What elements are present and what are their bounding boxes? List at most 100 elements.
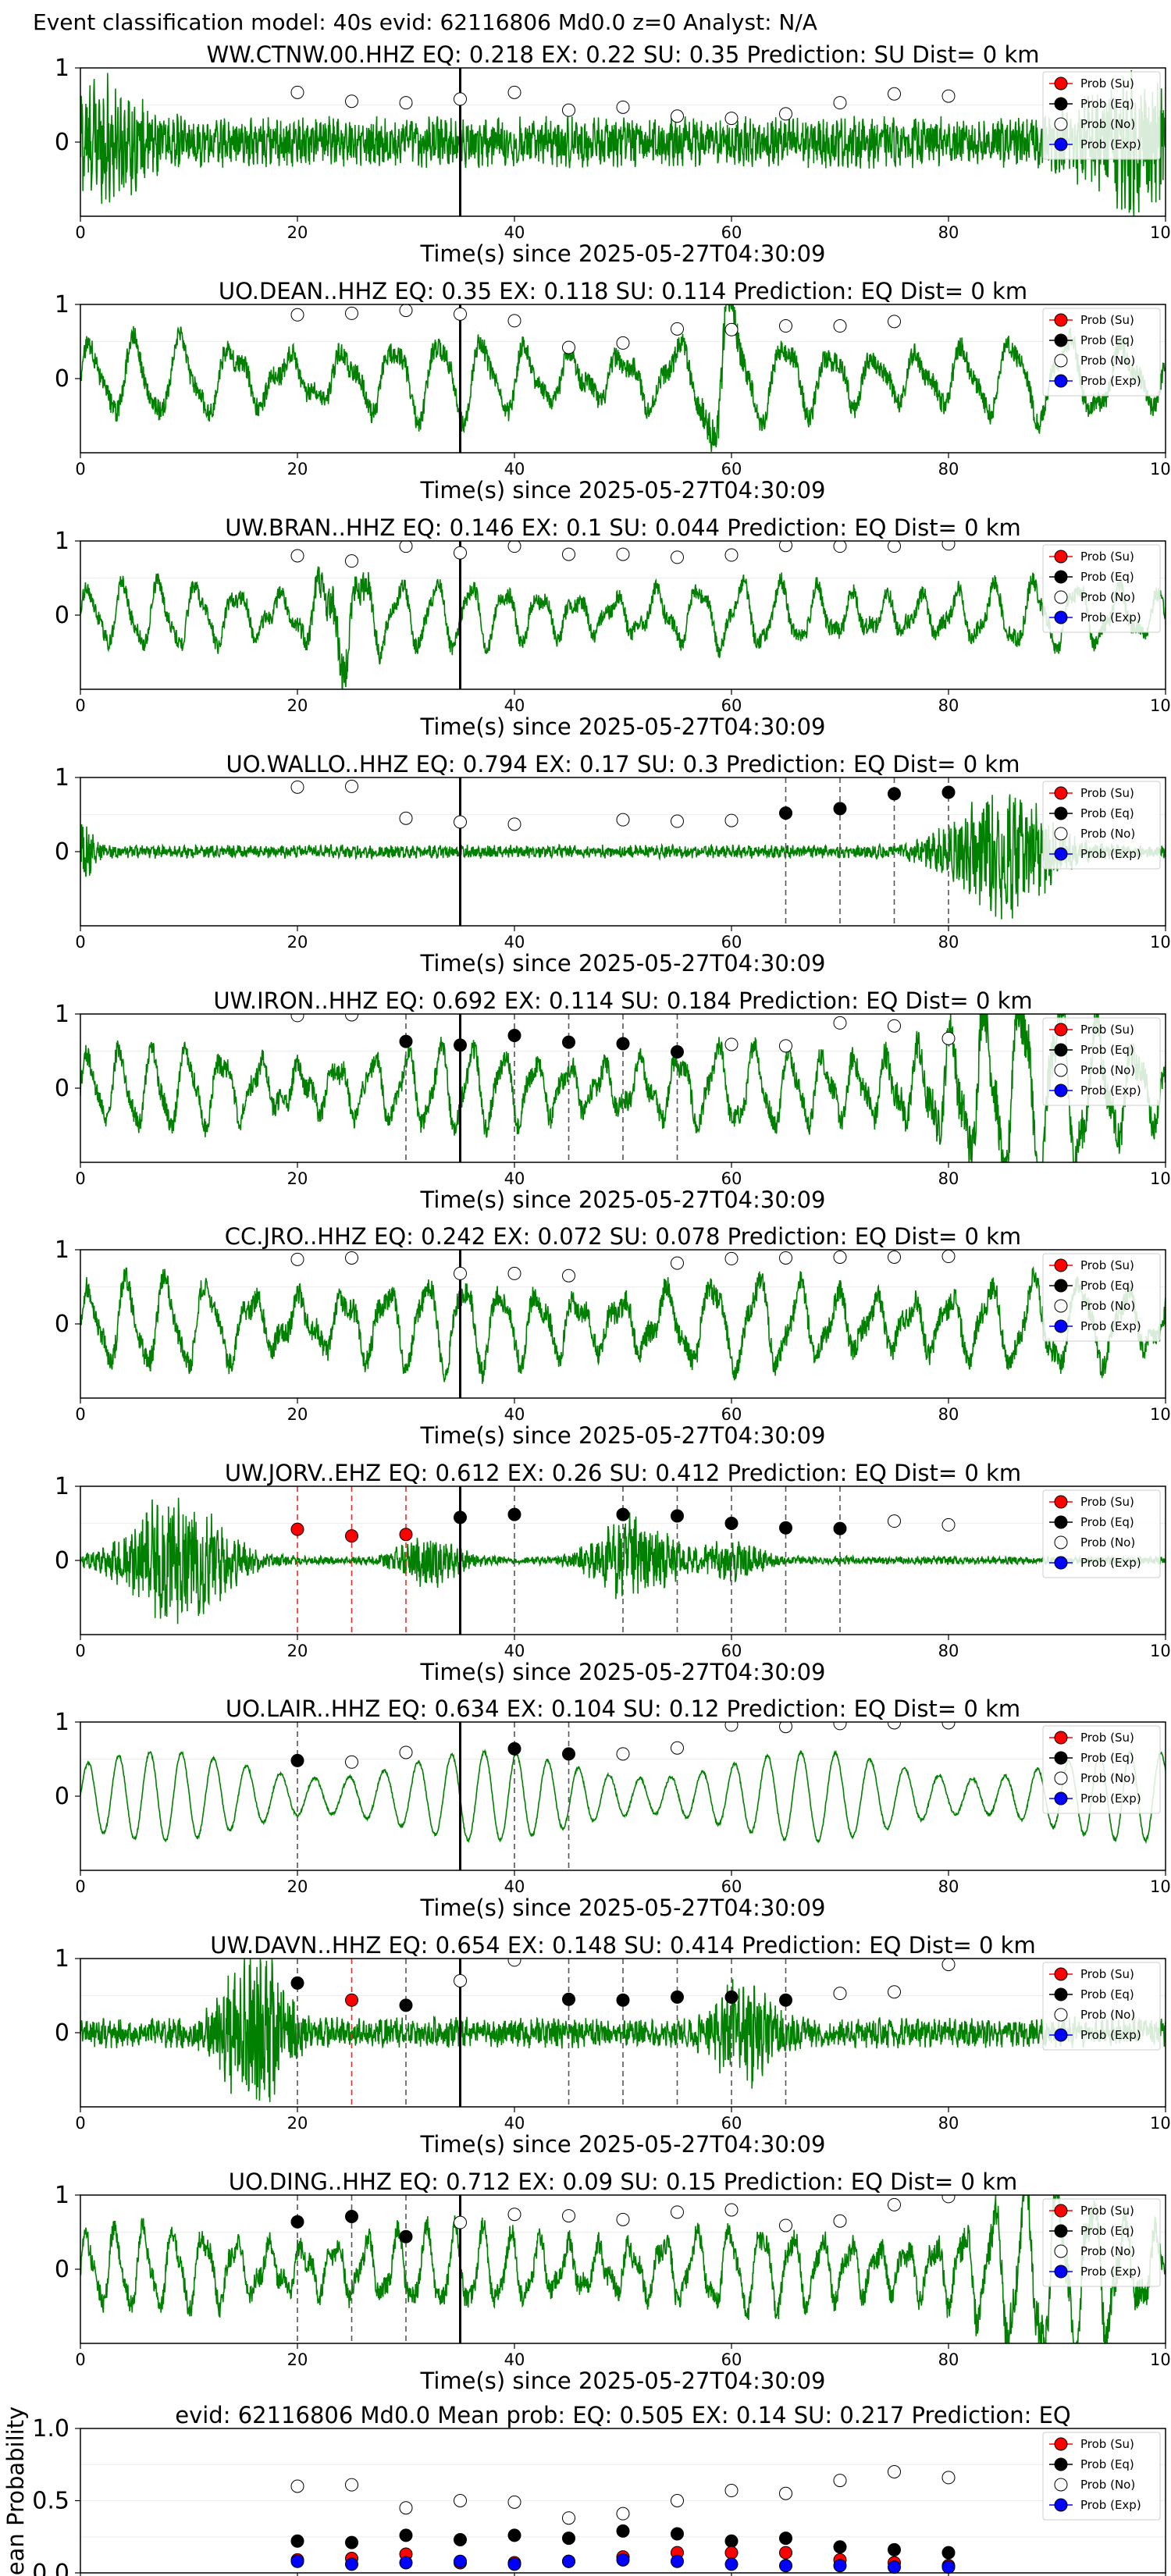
mean-prob-marker	[941, 2471, 956, 2485]
x-tick-label: 100	[1150, 460, 1171, 479]
x-axis-label: Time(s) since 2025-05-27T04:30:09	[420, 1422, 826, 1449]
x-tick-label: 60	[721, 460, 742, 479]
x-tick-label: 60	[721, 696, 742, 715]
prob-eq-marker	[345, 2210, 358, 2224]
prob-no-marker	[454, 815, 467, 829]
prob-no-marker	[399, 1745, 413, 1759]
x-tick-label: 0	[75, 223, 85, 242]
legend-marker	[1054, 313, 1068, 327]
station-panel-uw-iron--hhz: UW.IRON..HHZ EQ: 0.692 EX: 0.114 SU: 0.1…	[55, 987, 1171, 1213]
prob-no-marker	[399, 541, 413, 553]
prob-no-marker	[888, 1985, 901, 1999]
mean-prob-marker	[290, 2554, 304, 2568]
axes-frame	[80, 1958, 1166, 2108]
prob-no-marker	[941, 1517, 956, 1532]
x-tick-label: 80	[938, 1405, 959, 1424]
y-tick-label: 0	[55, 1311, 69, 1338]
legend-label: Prob (Exp)	[1080, 1083, 1141, 1098]
axes-frame	[80, 304, 1166, 454]
mean-prob-marker	[454, 2554, 467, 2568]
x-tick-label: 40	[504, 223, 525, 242]
axes-frame	[80, 2428, 1166, 2574]
legend-label: Prob (Su)	[1080, 1258, 1134, 1272]
prob-eq-marker	[507, 1029, 521, 1043]
station-panel-uw-jorv--ehz: UW.JORV..EHZ EQ: 0.612 EX: 0.26 SU: 0.41…	[55, 1460, 1171, 1685]
prob-eq-marker	[290, 1976, 304, 1990]
prob-no-marker	[616, 547, 630, 561]
mean-prob-marker	[616, 2553, 630, 2567]
y-axis-label: Mean Probability	[2, 2407, 29, 2576]
plot-area	[80, 1722, 1166, 1870]
prob-su-marker	[399, 1528, 413, 1542]
prob-eq-marker	[562, 1747, 575, 1761]
x-tick-label: 60	[721, 223, 742, 242]
legend-box	[1042, 1962, 1161, 2051]
prob-eq-marker	[399, 1034, 413, 1048]
x-tick-label: 80	[938, 933, 959, 952]
plot-area	[80, 777, 1166, 926]
prob-no-marker	[833, 319, 847, 333]
legend-marker	[1054, 1319, 1068, 1333]
prob-no-marker	[941, 1959, 956, 1972]
prob-eq-marker	[779, 806, 792, 820]
prob-eq-marker	[616, 1507, 630, 1521]
prob-no-marker	[616, 813, 630, 827]
mean-prob-marker	[941, 2546, 956, 2560]
legend-label: Prob (No)	[1080, 590, 1135, 604]
plot-area	[80, 2195, 1166, 2343]
mean-prob-marker	[833, 2559, 847, 2573]
legend-marker	[1054, 1771, 1068, 1785]
legend-marker	[1054, 2224, 1068, 2238]
legend-label: Prob (Su)	[1080, 1495, 1134, 1509]
mean-prob-marker	[345, 2535, 358, 2549]
legend-marker	[1054, 590, 1068, 604]
legend-marker	[1054, 354, 1068, 368]
legend-label: Prob (Exp)	[1080, 2028, 1141, 2042]
panel-title: UO.DING..HHZ EQ: 0.712 EX: 0.09 SU: 0.15…	[229, 2169, 1018, 2195]
legend-marker	[1054, 806, 1068, 820]
legend-marker	[1054, 1987, 1068, 2001]
legend-marker	[1054, 1258, 1068, 1272]
x-axis-label: Time(s) since 2025-05-27T04:30:09	[420, 1187, 826, 1213]
x-tick-label: 60	[721, 933, 742, 952]
prob-no-marker	[888, 315, 901, 329]
x-tick-label: 60	[721, 2114, 742, 2133]
prob-eq-marker	[779, 1521, 792, 1535]
legend-label: Prob (Eq)	[1080, 97, 1134, 111]
x-tick-label: 100	[1150, 2114, 1171, 2133]
prob-no-marker	[671, 814, 684, 828]
y-tick-label: 1	[55, 291, 69, 318]
legend-label: Prob (Exp)	[1080, 1319, 1141, 1333]
mean-prob-marker	[290, 2534, 304, 2548]
prob-eq-marker	[671, 1044, 684, 1059]
y-tick-label: 0	[55, 2019, 69, 2047]
prob-eq-marker	[833, 1521, 847, 1535]
panel-title: UO.LAIR..HHZ EQ: 0.634 EX: 0.104 SU: 0.1…	[226, 1695, 1020, 1722]
legend-box	[1042, 544, 1161, 633]
prob-no-marker	[833, 1722, 847, 1731]
mean-prob-marker	[399, 2501, 413, 2515]
y-tick-label: 0	[55, 1075, 69, 1102]
x-tick-label: 20	[287, 223, 308, 242]
prob-no-marker	[941, 1250, 956, 1264]
prob-no-marker	[779, 107, 792, 121]
mean-prob-marker	[724, 2546, 739, 2560]
x-axis-label: Time(s) since 2025-05-27T04:30:09	[420, 477, 826, 503]
x-tick-label: 20	[287, 1642, 308, 1660]
prob-eq-marker	[941, 785, 956, 799]
legend-marker	[1054, 1967, 1068, 1981]
panel-title: CC.JRO..HHZ EQ: 0.242 EX: 0.072 SU: 0.07…	[225, 1223, 1021, 1250]
prob-no-marker	[724, 813, 739, 827]
y-tick-label: 1	[55, 1473, 69, 1500]
legend-label: Prob (Exp)	[1080, 374, 1141, 388]
waveform-trace	[80, 794, 1166, 920]
x-tick-label: 100	[1150, 933, 1171, 952]
prob-no-marker	[290, 549, 304, 563]
mean-prob-marker	[290, 2479, 304, 2493]
y-tick-label: 1	[55, 55, 69, 82]
waveform-trace	[80, 1748, 1166, 1845]
legend-marker	[1054, 2265, 1068, 2279]
prob-no-marker	[888, 87, 901, 101]
x-tick-label: 40	[504, 1169, 525, 1188]
mean-prob-marker	[562, 2532, 575, 2546]
